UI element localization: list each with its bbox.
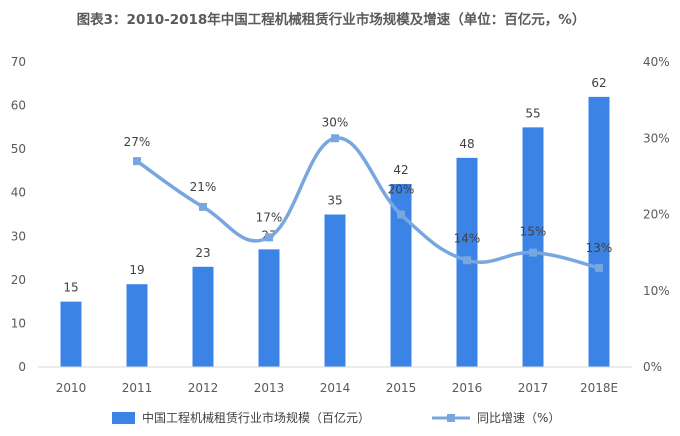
bar-data-label: 15 bbox=[63, 281, 78, 295]
legend-line-marker bbox=[447, 414, 455, 422]
line-path bbox=[135, 136, 601, 270]
x-tick-label: 2017 bbox=[518, 381, 549, 395]
line-marker bbox=[133, 157, 141, 166]
line-marker bbox=[595, 263, 603, 272]
right-tick-label: 40% bbox=[643, 55, 670, 69]
bar bbox=[126, 284, 148, 367]
legend: 中国工程机械租赁行业市场规模（百亿元） 同比增速（%） bbox=[112, 410, 560, 425]
x-tick-label: 2015 bbox=[386, 381, 417, 395]
left-tick-label: 20 bbox=[11, 273, 26, 287]
left-tick-label: 50 bbox=[11, 142, 26, 156]
left-tick-label: 60 bbox=[11, 99, 26, 113]
x-tick-label: 2010 bbox=[56, 381, 87, 395]
x-tick-label: 2016 bbox=[452, 381, 483, 395]
x-tick-label: 2014 bbox=[320, 381, 351, 395]
x-tick-label: 2013 bbox=[254, 381, 285, 395]
chart-title: 图表3：2010-2018年中国工程机械租赁行业市场规模及增速（单位：百亿元，%… bbox=[77, 11, 586, 28]
left-tick-label: 0 bbox=[18, 360, 26, 374]
bar-data-labels: 151923273542485562 bbox=[63, 76, 606, 295]
bar bbox=[258, 249, 280, 367]
bar-data-label: 42 bbox=[393, 163, 408, 177]
left-tick-label: 10 bbox=[11, 316, 26, 330]
right-tick-label: 20% bbox=[643, 208, 670, 222]
line-marker bbox=[529, 248, 537, 257]
bar bbox=[390, 184, 412, 367]
bar bbox=[60, 301, 82, 367]
left-axis: 0 10 20 30 40 50 60 70 bbox=[11, 55, 26, 374]
bar-data-label: 35 bbox=[327, 194, 342, 208]
x-axis: 2010 2011 2012 2013 2014 2015 2016 2017 2018E bbox=[56, 381, 618, 395]
x-tick-label: 2011 bbox=[122, 381, 153, 395]
bar bbox=[588, 96, 610, 367]
line-marker bbox=[397, 210, 405, 219]
right-axis: 0% 10% 20% 30% 40% bbox=[643, 55, 670, 374]
line-data-label: 13% bbox=[586, 241, 613, 255]
right-tick-label: 30% bbox=[643, 131, 670, 145]
bar bbox=[324, 214, 346, 367]
bar-data-label: 23 bbox=[195, 246, 210, 260]
line-data-label: 14% bbox=[454, 231, 481, 245]
bar-data-label: 55 bbox=[525, 106, 540, 120]
line-marker bbox=[199, 202, 207, 211]
line-data-label: 27% bbox=[124, 135, 151, 149]
x-tick-label: 2012 bbox=[188, 381, 219, 395]
legend-line-label: 同比增速（%） bbox=[477, 411, 560, 425]
line-data-label: 30% bbox=[322, 115, 349, 129]
line-marker bbox=[265, 233, 273, 242]
bar-data-label: 19 bbox=[129, 263, 144, 277]
line-data-label: 21% bbox=[190, 180, 217, 194]
line-data-label: 17% bbox=[256, 210, 283, 224]
right-tick-label: 10% bbox=[643, 284, 670, 298]
left-tick-label: 30 bbox=[11, 229, 26, 243]
line-data-label: 15% bbox=[520, 225, 547, 239]
left-tick-label: 40 bbox=[11, 186, 26, 200]
bar bbox=[522, 127, 544, 367]
bar bbox=[192, 266, 214, 367]
x-tick-label: 2018E bbox=[580, 381, 618, 395]
line-marker bbox=[463, 256, 471, 265]
legend-bar-label: 中国工程机械租赁行业市场规模（百亿元） bbox=[142, 410, 370, 425]
left-tick-label: 70 bbox=[11, 55, 26, 69]
line-series: 27% 21% 17% 30% 20% 14% 15% 13% bbox=[124, 115, 613, 272]
line-marker bbox=[331, 134, 339, 143]
right-tick-label: 0% bbox=[643, 360, 662, 374]
bar-data-label: 48 bbox=[459, 137, 474, 151]
legend-bar-swatch bbox=[112, 412, 135, 424]
line-data-label: 20% bbox=[388, 183, 415, 197]
bar-data-label: 62 bbox=[591, 76, 606, 90]
